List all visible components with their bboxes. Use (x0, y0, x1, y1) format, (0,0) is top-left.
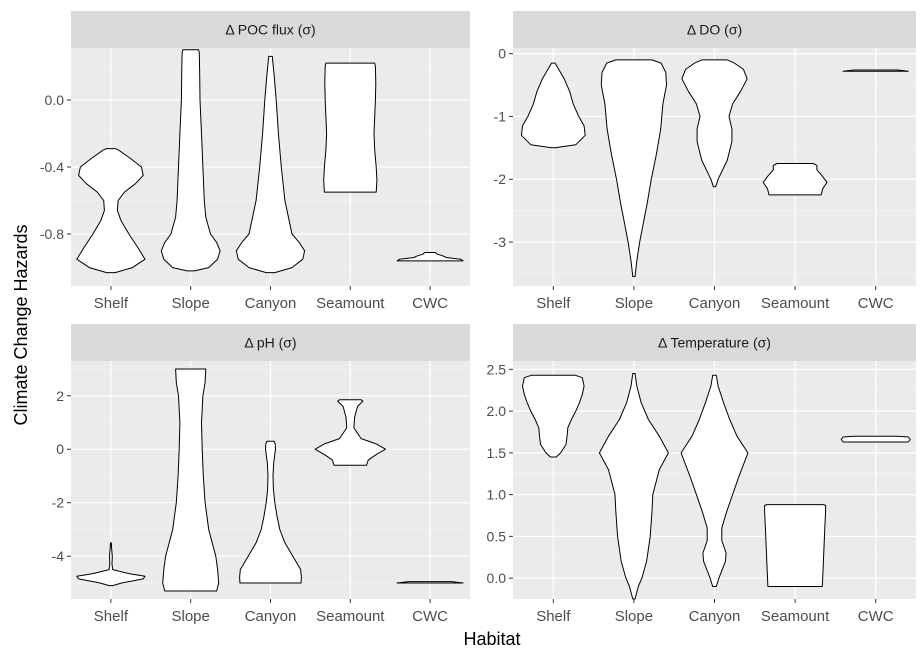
x-tick-label: Slope (172, 295, 210, 312)
y-tick-label: 0.0 (45, 92, 65, 108)
violin-slope (162, 368, 220, 592)
y-tick-label: 0.5 (487, 528, 507, 544)
x-tick-label: CWC (412, 295, 448, 312)
facet-title: Δ pH (σ) (244, 335, 296, 351)
x-tick-label: CWC (858, 295, 894, 312)
violin-shelf (522, 374, 585, 458)
violin-cwc (840, 435, 911, 443)
violin-seamount (764, 504, 827, 587)
panel-1: Δ POC flux (σ) 0.0 -0.4 -0.8 Shelf Slope Canyo… (40, 11, 470, 312)
y-tick-label: 1.0 (487, 487, 507, 503)
x-tick-label: Seamount (316, 608, 385, 625)
violin-shelf (76, 148, 146, 274)
panel-4: Δ Temperature (σ) 2.5 2.0 1.5 1.0 0.5 0.0 Shelf… (487, 324, 916, 625)
violin-canyon (235, 55, 306, 274)
x-tick-label: Shelf (536, 295, 571, 312)
x-tick-label: CWC (412, 608, 448, 625)
violin-canyon (681, 59, 748, 188)
x-tick-label: Slope (615, 608, 653, 625)
y-tick-label: -0.8 (40, 226, 64, 242)
violin-slope (598, 373, 669, 600)
x-axis-title: Habitat (463, 629, 520, 649)
violin-seamount (314, 399, 386, 466)
facet-strip (513, 324, 916, 361)
y-tick-label: 0 (56, 441, 64, 457)
violin-canyon (239, 440, 302, 584)
x-tick-label: Seamount (761, 295, 830, 312)
panel-2: Δ DO (σ) 0 -1 -2 -3 Shelf Slope Canyon Seamount C… (494, 11, 916, 312)
y-tick-label: 0 (498, 46, 506, 62)
facet-title: Δ Temperature (σ) (658, 335, 771, 351)
x-tick-label: Canyon (245, 295, 297, 312)
x-tick-label: CWC (858, 608, 894, 625)
violin-shelf (76, 542, 146, 587)
violin-seamount (323, 62, 378, 193)
facet-strip (71, 11, 470, 48)
violin-seamount (762, 163, 828, 196)
violin-canyon (680, 374, 749, 587)
x-tick-label: Shelf (94, 608, 129, 625)
y-tick-label: 2.5 (487, 361, 507, 377)
x-tick-label: Canyon (245, 608, 297, 625)
panel-3: Δ pH (σ) 2 0 -2 -4 Shelf Slope Canyon Seamount CW… (52, 324, 470, 625)
y-tick-label: 1.5 (487, 445, 507, 461)
x-tick-label: Shelf (94, 295, 129, 312)
y-tick-label: -0.4 (40, 159, 64, 175)
x-tick-label: Seamount (761, 608, 830, 625)
facet-title: Δ DO (σ) (687, 22, 742, 38)
violin-cwc (396, 581, 464, 584)
x-tick-label: Shelf (536, 608, 571, 625)
violin-slope (600, 59, 667, 278)
x-tick-label: Seamount (316, 295, 385, 312)
violin-slope (160, 49, 221, 272)
facet-strip (513, 11, 916, 48)
violin-cwc (396, 252, 464, 262)
y-tick-label: -4 (52, 548, 65, 564)
facet-title: Δ POC flux (σ) (225, 22, 315, 38)
x-tick-label: Slope (172, 608, 210, 625)
facet-strip (71, 324, 470, 361)
y-tick-label: -3 (494, 234, 507, 250)
y-tick-label: 2.0 (487, 403, 507, 419)
y-tick-label: -2 (494, 171, 507, 187)
y-tick-label: 0.0 (487, 570, 507, 586)
x-tick-label: Canyon (689, 608, 741, 625)
violin-cwc (842, 69, 909, 72)
violin-shelf (520, 62, 586, 149)
y-axis-title: Climate Change Hazards (11, 224, 31, 425)
y-tick-label: 2 (56, 388, 64, 404)
y-tick-label: -1 (494, 108, 507, 124)
x-tick-label: Slope (615, 295, 653, 312)
y-tick-label: -2 (52, 495, 65, 511)
x-tick-label: Canyon (689, 295, 741, 312)
